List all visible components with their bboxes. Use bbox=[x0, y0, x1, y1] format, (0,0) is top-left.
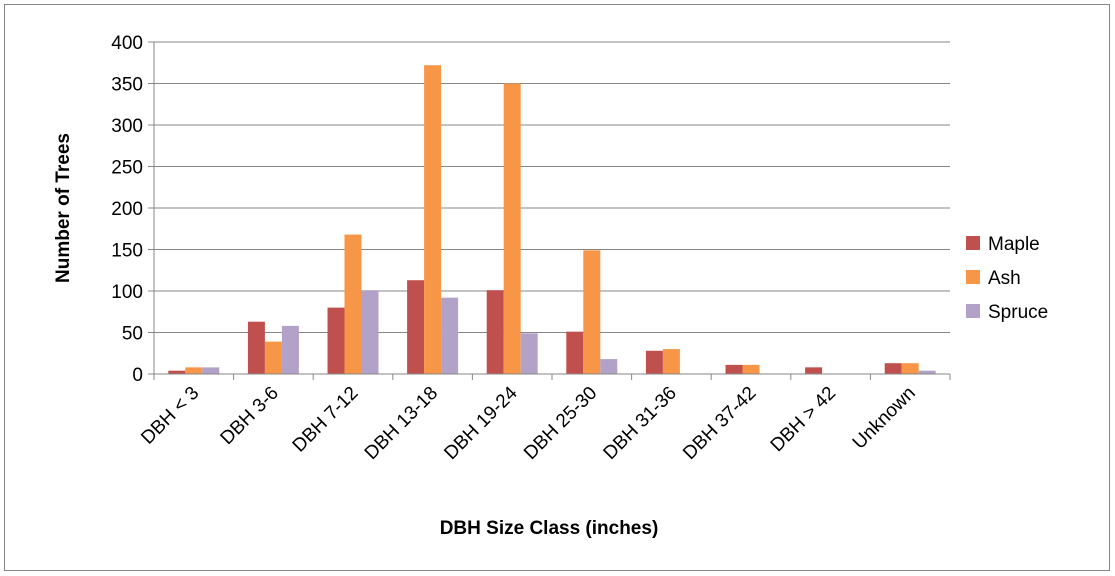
x-tick-label: DBH 7-12 bbox=[289, 383, 363, 457]
legend-label-spruce: Spruce bbox=[988, 302, 1048, 323]
legend-label-ash: Ash bbox=[988, 268, 1021, 289]
legend: Maple Ash Spruce bbox=[966, 234, 1048, 323]
x-tick-label: DBH > 42 bbox=[767, 383, 840, 456]
bar-ash bbox=[662, 349, 680, 374]
bars bbox=[168, 65, 936, 375]
x-tick-label: DBH 37-42 bbox=[679, 383, 760, 464]
bar-maple bbox=[884, 363, 902, 374]
y-tick-label: 0 bbox=[132, 365, 143, 386]
bar-maple bbox=[407, 280, 425, 374]
bar-maple bbox=[247, 321, 265, 374]
bar-ash bbox=[583, 250, 601, 374]
bar-spruce bbox=[361, 290, 379, 374]
x-tick-label: DBH 31-36 bbox=[600, 383, 681, 464]
bar-maple bbox=[725, 364, 743, 374]
bar-maple bbox=[645, 350, 663, 374]
y-tick-label: 350 bbox=[111, 75, 143, 96]
bar-maple bbox=[486, 290, 504, 374]
bar-maple bbox=[327, 307, 345, 374]
x-tick-label: Unknown bbox=[849, 383, 920, 454]
bar-maple bbox=[566, 331, 584, 374]
bar-spruce bbox=[281, 325, 299, 374]
y-tick-label: 150 bbox=[111, 241, 143, 262]
bar-ash bbox=[185, 367, 203, 374]
legend-swatch-ash bbox=[966, 270, 980, 284]
legend-swatch-maple bbox=[966, 236, 980, 250]
bar-spruce bbox=[441, 297, 459, 374]
bar-spruce bbox=[600, 359, 618, 374]
legend-label-maple: Maple bbox=[988, 234, 1040, 255]
bar-ash bbox=[264, 341, 282, 374]
y-tick-label: 100 bbox=[111, 282, 143, 303]
y-tick-label: 250 bbox=[111, 158, 143, 179]
y-tick-labels: 0 50 100 150 200 250 300 350 400 bbox=[111, 33, 143, 386]
x-tick-label: DBH < 3 bbox=[137, 383, 203, 449]
x-tick-label: DBH 19-24 bbox=[440, 382, 522, 464]
x-tick-label: DBH 13-18 bbox=[361, 383, 442, 464]
bar-ash bbox=[901, 363, 919, 374]
x-axis-title: DBH Size Class (inches) bbox=[440, 518, 659, 539]
bar-maple bbox=[805, 367, 823, 374]
bar-spruce bbox=[918, 370, 936, 374]
bar-ash bbox=[344, 234, 362, 374]
x-tick-label: DBH 3-6 bbox=[217, 383, 283, 449]
gridlines bbox=[148, 41, 950, 375]
x-tick-label: DBH 25-30 bbox=[520, 383, 601, 464]
y-tick-label: 300 bbox=[111, 116, 143, 137]
x-axis bbox=[153, 373, 951, 380]
bar-ash bbox=[503, 83, 521, 374]
bar-spruce bbox=[520, 333, 538, 374]
bar-ash bbox=[424, 65, 442, 375]
legend-swatch-spruce bbox=[966, 304, 980, 318]
bar-ash bbox=[742, 364, 760, 374]
y-axis-title: Number of Trees bbox=[53, 133, 74, 283]
bar-spruce bbox=[202, 367, 220, 374]
bar-maple bbox=[168, 370, 186, 374]
chart-frame bbox=[4, 4, 1110, 571]
y-tick-label: 50 bbox=[122, 324, 143, 345]
y-tick-label: 200 bbox=[111, 199, 143, 220]
y-tick-label: 400 bbox=[111, 33, 143, 54]
